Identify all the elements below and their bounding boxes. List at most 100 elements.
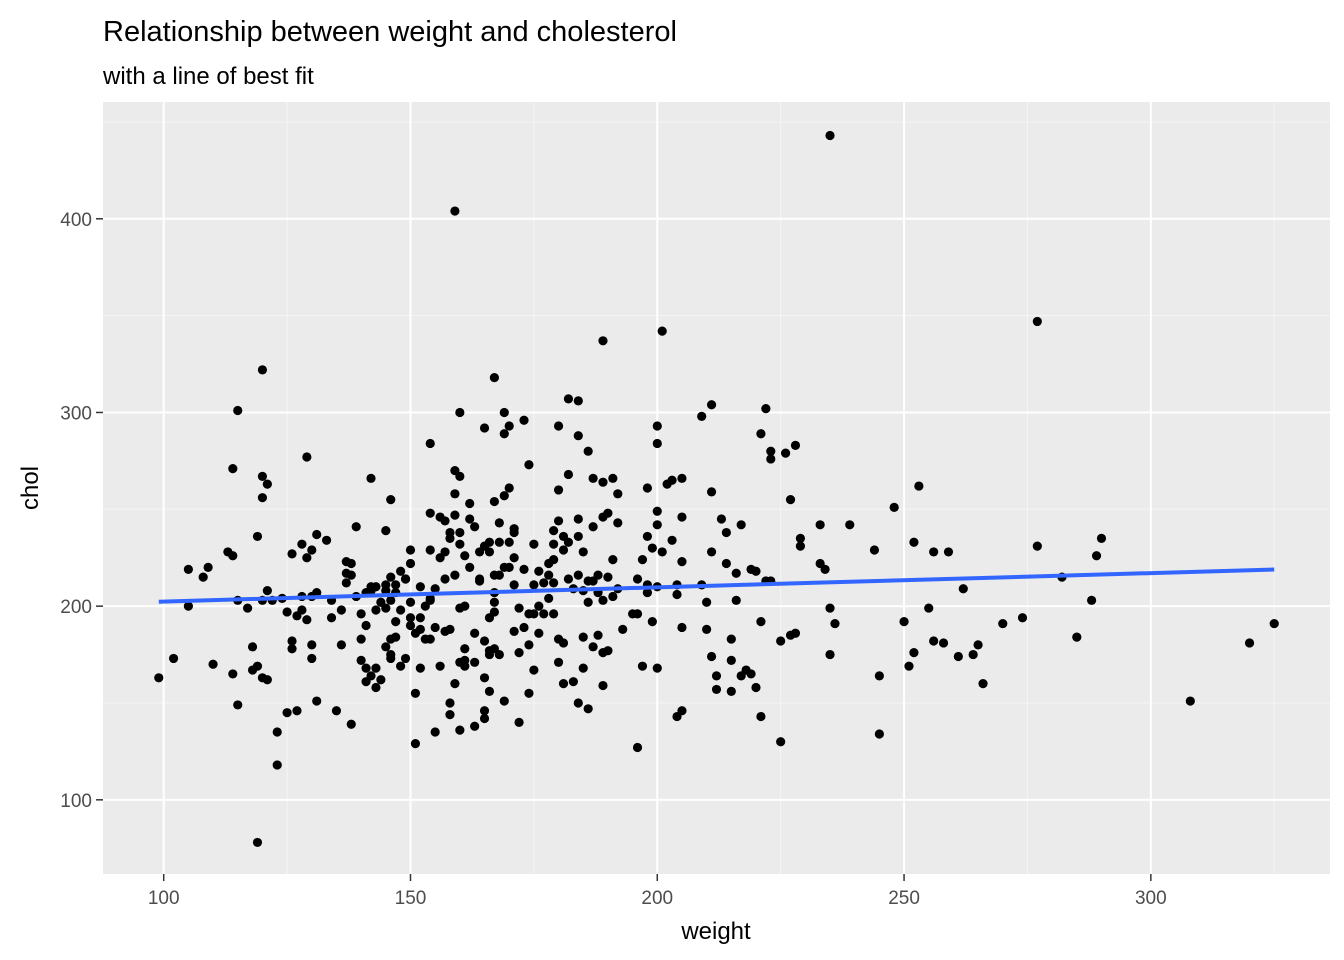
data-point [297,605,307,615]
data-point [721,527,731,538]
data-point [494,570,504,580]
data-point [549,609,559,619]
data-point [450,570,460,580]
data-point [573,514,583,524]
data-point [326,613,337,623]
data-point [341,578,351,588]
data-point [400,574,411,584]
data-point [425,634,435,644]
data-point [697,411,707,421]
data-point [558,545,569,555]
data-point [603,572,613,582]
data-point [361,620,371,631]
data-point [499,696,509,706]
data-point [465,514,475,524]
data-point [386,572,396,582]
data-point [795,533,806,543]
data-point [795,541,806,551]
data-points [154,130,1279,848]
data-point [593,630,603,640]
data-point [504,483,514,493]
data-point [553,421,564,431]
data-point [938,638,949,648]
data-point [973,640,983,650]
data-point [558,679,569,689]
data-point [830,618,840,629]
y-tick-label: 100 [60,791,92,812]
data-point [460,655,470,665]
data-point [702,624,712,634]
data-point [558,638,569,648]
data-point [228,669,238,679]
data-point [386,653,396,664]
data-point [613,518,623,528]
data-point [549,526,559,536]
minor-gridlines [103,102,1330,874]
data-point [647,617,657,627]
data-point [460,551,470,561]
data-point [356,655,366,665]
data-point [425,595,435,605]
data-point [529,609,539,619]
data-point [514,717,524,727]
x-tick-label: 100 [148,888,180,909]
data-point [1185,696,1195,706]
data-point [228,464,238,474]
data-point [534,566,544,576]
x-axis-ticks: 100 150 200 250 300 [148,874,1167,909]
data-point [869,545,880,555]
data-point [563,574,574,584]
data-point [608,591,618,602]
data-point [766,446,776,456]
data-point [445,698,455,708]
data-point [568,677,578,687]
data-point [711,671,722,681]
data-point [440,516,450,526]
data-point [410,739,421,749]
data-point [904,661,914,671]
data-point [405,620,416,631]
data-point [410,688,421,698]
data-point [183,601,193,611]
data-point [667,535,677,545]
data-point [746,669,756,679]
data-point [470,721,480,731]
data-point [672,589,682,600]
data-point [726,686,736,696]
data-point [183,564,193,574]
data-point [637,661,648,671]
plot-panel [103,102,1330,874]
data-point [598,477,608,487]
data-point [405,558,416,569]
x-tick-label: 200 [641,888,673,909]
data-point [252,531,263,542]
data-point [465,498,475,509]
data-point [776,737,786,747]
data-point [494,518,504,528]
data-point [726,634,736,644]
data-point [479,636,490,646]
data-point [549,555,559,565]
data-point [391,580,401,590]
data-point [470,657,480,667]
data-point [346,719,356,729]
data-point [766,454,776,464]
data-point [677,556,687,567]
data-point [657,326,667,336]
data-point [1096,533,1107,543]
data-point [460,644,470,654]
data-point [396,661,406,671]
data-point [924,603,934,613]
data-point [484,547,495,557]
data-point [470,522,480,532]
data-point [504,562,514,573]
data-point [731,595,741,605]
data-point [751,682,761,693]
data-point [415,663,425,673]
data-point [203,562,213,573]
data-point [909,648,919,658]
data-point [440,574,450,584]
data-point [479,713,490,724]
data-point [874,729,884,739]
data-point [262,675,272,685]
